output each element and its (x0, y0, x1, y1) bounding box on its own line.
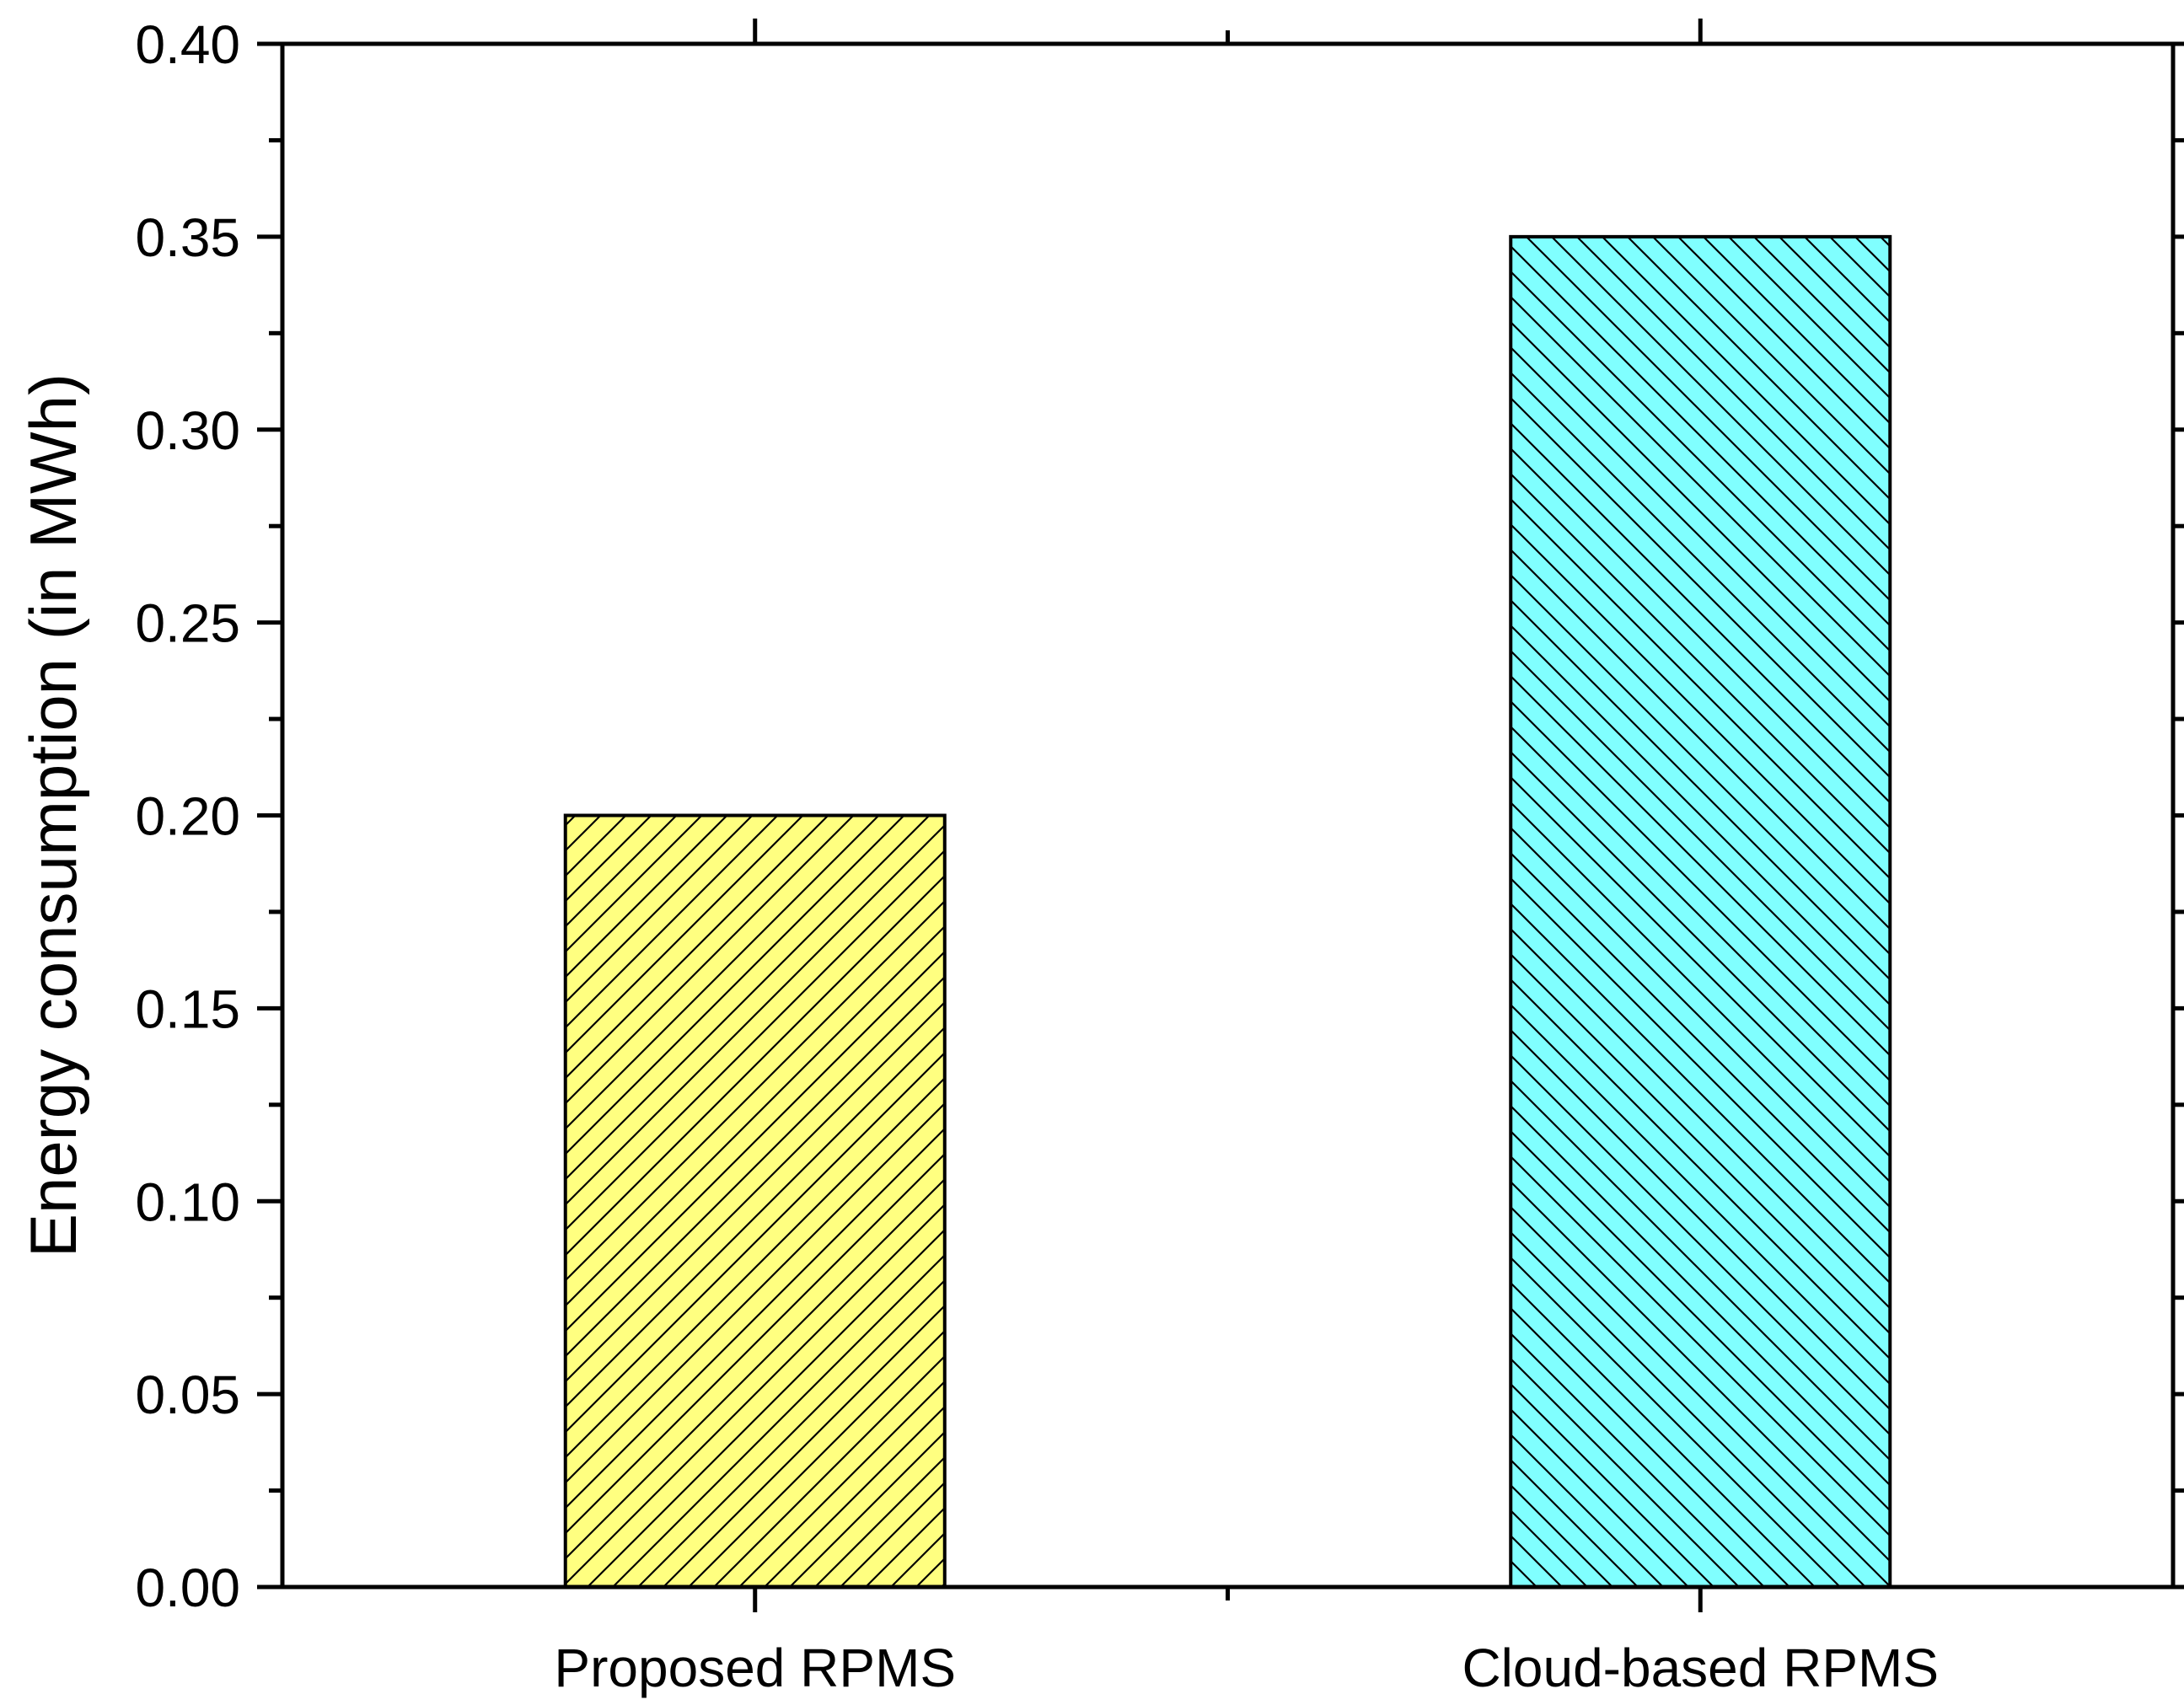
axes-layer (257, 19, 2184, 1612)
x-tick-label: Cloud-based RPMS (1462, 1638, 1939, 1698)
y-tick-label: 0.15 (135, 978, 240, 1039)
bar-1 (563, 813, 947, 1589)
bar-2 (1509, 234, 1892, 1589)
bars-layer (563, 234, 1892, 1589)
y-axis-title: Energy consumption (in MWh) (16, 373, 90, 1257)
bar-hatch (1509, 234, 1892, 1589)
x-tick-label: Proposed RPMS (554, 1638, 956, 1698)
y-tick-label: 0.30 (135, 400, 240, 461)
y-tick-label: 0.05 (135, 1365, 240, 1425)
bar-hatch (563, 813, 947, 1589)
y-tick-label: 0.40 (135, 14, 240, 75)
y-tick-label: 0.00 (135, 1558, 240, 1618)
y-tick-label: 0.25 (135, 593, 240, 654)
y-tick-label: 0.20 (135, 786, 240, 847)
labels-layer: 0.00 0.05 0.10 0.15 0.20 0.25 0.30 0.35 0.40 Prop… (16, 14, 1939, 1698)
y-tick-label: 0.35 (135, 207, 240, 268)
y-tick-label: 0.10 (135, 1172, 240, 1232)
